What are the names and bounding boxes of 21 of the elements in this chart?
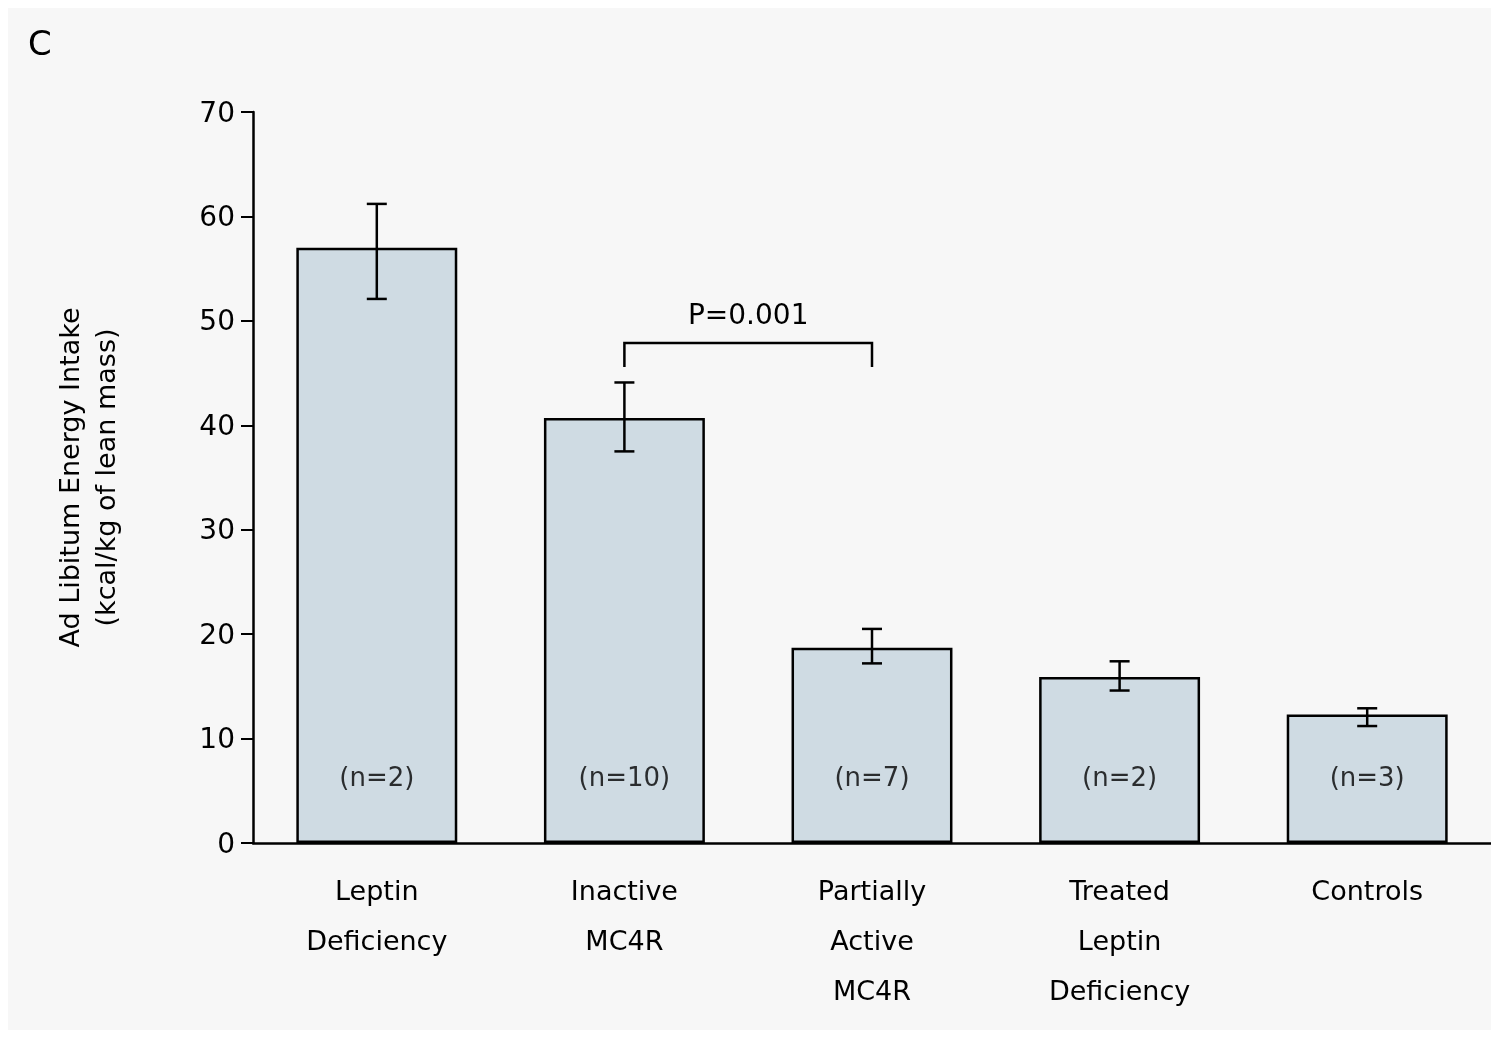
y-axis-title: Ad Libitum Energy Intake (kcal/kg of lean mass) — [53, 307, 121, 648]
annotation: (n=2) — [1082, 762, 1158, 793]
y-tick-label: 0 — [217, 826, 235, 860]
y-tick-label: 70 — [199, 95, 235, 129]
y-tick-label: 30 — [199, 513, 235, 547]
y-tick-label: 60 — [199, 199, 235, 233]
annotation: (n=3) — [1329, 762, 1405, 793]
x-tick-label: Inactive MC4R — [570, 874, 678, 956]
y-tick-label: 50 — [199, 304, 235, 338]
x-tick-label: Partially Active MC4R — [817, 874, 927, 1006]
annotation: (n=7) — [834, 762, 910, 793]
annotation: P=0.001 — [687, 298, 809, 332]
y-tick-label: 20 — [199, 617, 235, 651]
annotation: (n=2) — [339, 762, 415, 793]
text: C — [28, 23, 52, 63]
annotation: (n=10) — [578, 762, 671, 793]
x-tick-label: Controls — [1311, 874, 1424, 906]
y-tick-label: 40 — [199, 408, 235, 442]
x-tick-label: Treated Leptin Deficiency — [1048, 874, 1191, 1006]
y-tick-label: 10 — [199, 722, 235, 756]
x-tick-label: Leptin Deficiency — [306, 874, 448, 956]
